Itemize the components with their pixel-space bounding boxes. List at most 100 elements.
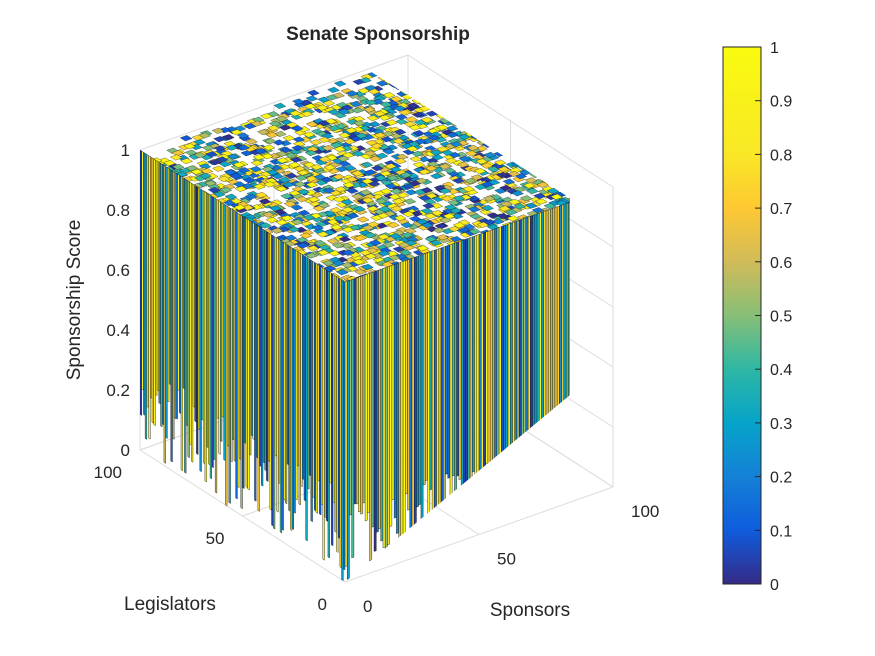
surface-patch [487,166,500,173]
surface-patch [484,129,498,136]
surface-patch [318,156,332,163]
surface-patch [436,248,439,541]
surface-patch [253,183,266,190]
surface-patch [584,197,586,461]
surface-patch [232,161,246,168]
surface-patch [141,150,144,391]
z-tick-label: 0.6 [106,261,130,280]
surface-patch [429,239,443,246]
surface-patch [160,162,163,428]
surface-patch [567,196,570,203]
surface-patch [251,116,265,123]
surface-patch [536,169,549,176]
surface-patch [355,132,368,139]
surface-patch [315,262,318,514]
surface-patch [191,134,205,141]
surface-patch [298,251,301,506]
y-tick-label: 0 [318,595,327,614]
surface-patch [453,222,466,229]
surface-patch [428,104,442,111]
surface-patch [233,181,246,188]
surface-patch [317,264,320,482]
surface-patch [280,193,293,200]
surface-patch [341,206,354,213]
surface-patch [431,79,445,86]
surface-patch [430,210,444,217]
surface-patch [305,181,319,188]
surface-patch [486,212,500,219]
surface-patch [572,188,584,194]
surface-patch [367,273,370,514]
surface-patch [414,256,417,548]
surface-patch [593,193,595,426]
surface-patch [501,225,504,466]
surface-patch [184,149,198,156]
surface-patch [573,200,575,491]
surface-patch [412,161,426,168]
surface-patch [379,101,393,108]
surface-patch [173,171,177,420]
surface-patch [418,194,432,202]
surface-patch [223,199,236,206]
surface-patch [307,196,321,203]
surface-patch [594,195,606,201]
surface-patch [279,146,293,153]
surface-patch [305,95,319,102]
surface-patch [238,213,241,460]
surface-patch [349,279,352,516]
surface-patch [401,232,414,239]
surface-patch [345,127,358,134]
surface-patch [571,200,583,206]
surface-patch [374,174,388,181]
surface-patch [344,280,348,567]
surface-patch [288,245,291,512]
surface-patch [337,108,351,115]
surface-patch [574,205,586,211]
surface-patch [371,271,375,528]
surface-patch [408,180,421,187]
surface-patch [601,192,613,198]
surface-patch [534,161,548,168]
surface-patch [386,174,399,181]
colorbar-tick-label: 0 [770,577,779,594]
surface-patch [327,270,330,559]
colorbar-tick-label: 0.4 [770,362,792,379]
surface-patch [447,244,451,479]
surface-patch [477,108,491,115]
surface-patch [533,192,546,199]
surface-patch [197,187,200,431]
surface-patch [362,274,366,504]
surface-patch [404,86,418,93]
surface-patch [351,107,364,114]
surface-patch [287,226,301,233]
surface-patch [267,124,280,131]
surface-patch [408,124,422,131]
surface-patch [514,152,527,159]
surface-patch [221,202,224,418]
surface-patch [347,280,350,580]
surface-patch [609,188,611,484]
surface-patch [582,197,584,428]
surface-patch [394,69,407,76]
surface-patch [267,232,271,463]
z-tick-label: 0.2 [106,381,130,400]
surface-patch [179,174,182,415]
surface-patch [568,180,570,187]
surface-patch [388,193,401,200]
surface-patch [450,115,464,122]
surface-patch [304,103,317,110]
surface-patch [492,228,495,507]
surface-patch [464,126,477,133]
surface-patch [581,182,593,188]
surface-patch [596,194,608,200]
surface-patch [322,267,325,561]
surface-patch [458,133,471,140]
surface-patch [460,113,474,120]
surface-patch [434,223,448,230]
surface-patch [406,83,419,90]
surface-patch [602,190,604,429]
surface-patch [244,193,258,200]
y-axis-ticks: 0 50 100 [94,463,327,614]
surface-patch [313,174,327,181]
surface-patch [494,159,507,166]
